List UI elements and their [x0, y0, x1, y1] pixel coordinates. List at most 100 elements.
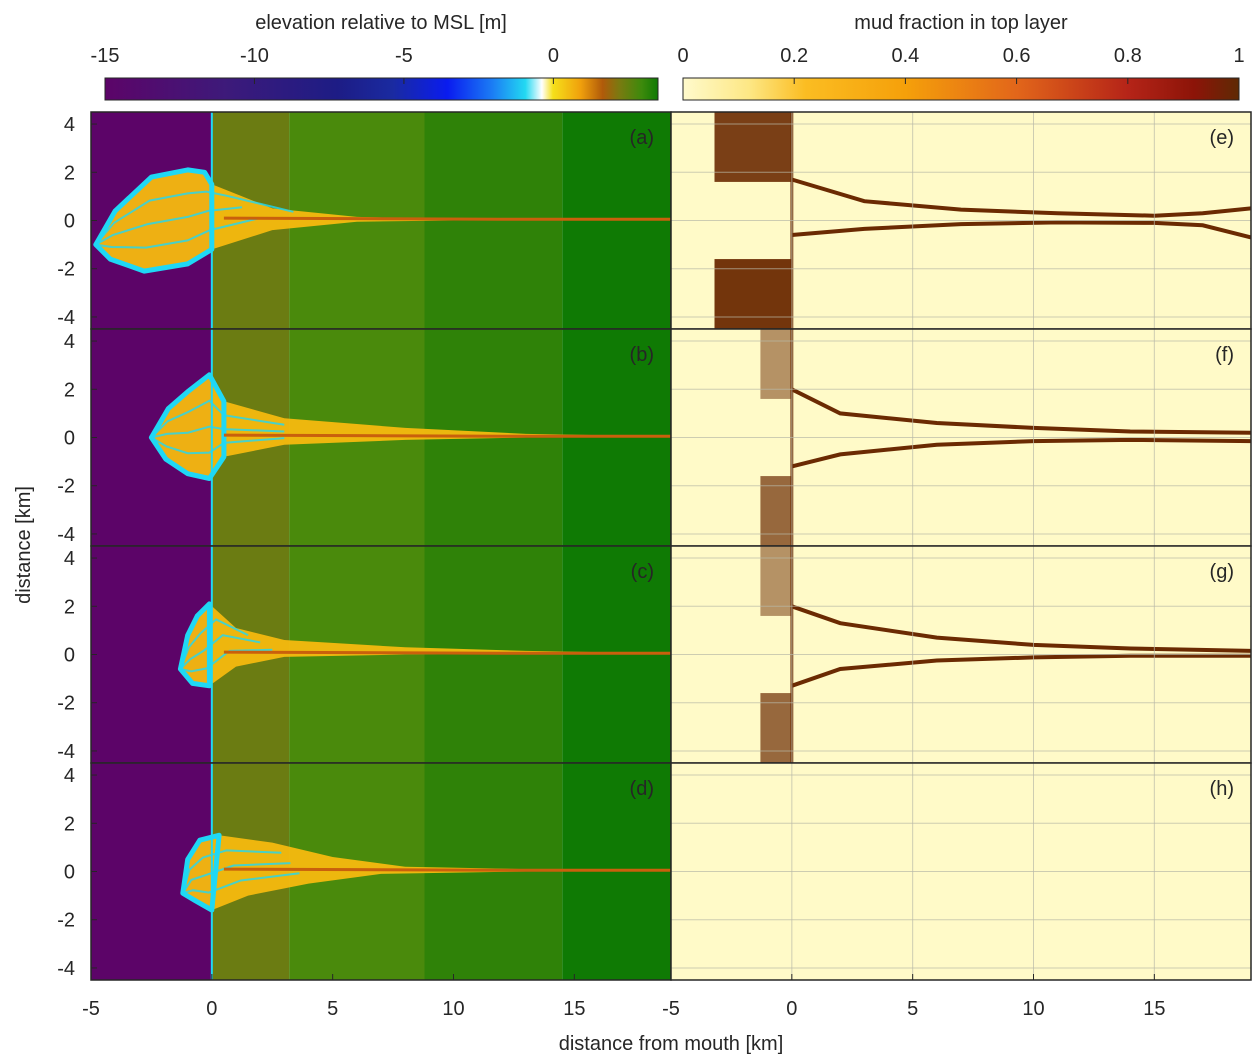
x-tick-label: -5: [662, 998, 680, 1020]
delta-sand-body: [182, 835, 671, 911]
y-tick-label: 0: [64, 862, 75, 884]
delta-sand-body: [151, 374, 671, 479]
mud-levee-upper: [790, 387, 1251, 435]
colorbar-elevation: [104, 77, 659, 101]
distributary-channel: [180, 648, 273, 673]
panel-b: (b): [90, 328, 672, 547]
distributary-channel: [95, 190, 294, 246]
distributary-channel: [150, 436, 285, 455]
panel-label: (a): [630, 127, 654, 149]
colorbar-mud: [682, 77, 1240, 101]
mud-levee-lower: [791, 220, 1251, 240]
colorbar-mud-tick-label: 0.8: [1114, 45, 1142, 67]
colorbar-elevation-tick-label: -10: [240, 45, 269, 67]
panel-c: (c): [90, 545, 672, 764]
panel-label: (h): [1210, 778, 1234, 800]
x-tick-label: -5: [82, 998, 100, 1020]
colorbar-mud-tick-label: 0: [677, 45, 688, 67]
mud-coastal-lower: [760, 476, 792, 546]
delta-sand-body: [95, 169, 671, 272]
x-tick-label: 0: [206, 998, 217, 1020]
main-channel: [223, 867, 671, 872]
y-tick-label: 4: [64, 331, 75, 353]
panel-d: (d): [90, 762, 672, 981]
colorbar-mud-label: mud fraction in top layer: [854, 12, 1068, 34]
y-tick-label: 4: [64, 765, 75, 787]
delta-front-shallow: [180, 832, 222, 913]
y-tick-label: -2: [57, 693, 75, 715]
panel-label: (d): [630, 778, 654, 800]
distributary-channel: [151, 425, 285, 439]
panel-label: (e): [1210, 127, 1234, 149]
main-channel: [223, 216, 671, 221]
mud-coastal-upper: [760, 546, 792, 616]
panel-label: (g): [1210, 561, 1234, 583]
main-channel: [223, 433, 671, 438]
y-tick-label: 2: [64, 596, 75, 618]
panel-g: (g): [670, 545, 1252, 764]
distributary-channel: [181, 849, 282, 894]
x-axis-label: distance from mouth [km]: [559, 1033, 784, 1055]
mud-levee-upper: [791, 604, 1251, 653]
y-tick-label: 2: [64, 162, 75, 184]
y-tick-label: 4: [64, 114, 75, 136]
mud-coastal-lower: [714, 259, 792, 329]
mud-levee-upper: [791, 177, 1251, 218]
mud-levee-lower: [791, 653, 1251, 688]
colorbar-elevation-tick-label: -15: [91, 45, 120, 67]
panel-a: (a): [90, 111, 672, 330]
y-axis-label: distance [km]: [13, 486, 35, 604]
colorbar-mud-tick-label: 0.6: [1003, 45, 1031, 67]
x-tick-label: 10: [1022, 998, 1044, 1020]
y-tick-label: 2: [64, 813, 75, 835]
panel-f: (f): [670, 328, 1252, 547]
y-tick-label: 4: [64, 548, 75, 570]
y-tick-label: -4: [57, 524, 75, 546]
mud-levee-lower: [791, 437, 1251, 469]
panel-e: (e): [670, 111, 1252, 330]
distributary-channel: [182, 872, 300, 895]
y-tick-label: 0: [64, 645, 75, 667]
main-channel: [223, 650, 671, 655]
y-tick-label: -4: [57, 307, 75, 329]
mud-coastal-upper: [714, 112, 792, 182]
y-tick-label: -2: [57, 259, 75, 281]
y-tick-label: 0: [64, 428, 75, 450]
mud-coastal-lower: [760, 693, 792, 763]
colorbar-mud-tick-label: 1: [1233, 45, 1244, 67]
panel-label: (f): [1215, 344, 1234, 366]
colorbar-elevation-ticks: -15 -10 -5 0: [91, 45, 559, 84]
y-tick-label: -2: [57, 476, 75, 498]
x-tick-label: 15: [563, 998, 585, 1020]
delta-sand-body: [180, 603, 671, 686]
y-tick-label: 0: [64, 211, 75, 233]
panel-grid: (a) (b) (c) (d) (e) (f) (g) (h): [90, 111, 1252, 981]
x-tick-label: 5: [327, 998, 338, 1020]
colorbar-elevation-label: elevation relative to MSL [m]: [255, 12, 507, 34]
delta-front-shallow: [177, 601, 212, 689]
distributary-channel: [179, 618, 249, 670]
panel-h: (h): [670, 762, 1252, 981]
colorbar-mud-tick-label: 0.4: [891, 45, 919, 67]
y-tick-label: -4: [57, 958, 75, 980]
distributary-channel: [95, 217, 258, 249]
colorbar-elevation-tick-label: 0: [548, 45, 559, 67]
panel-border: [670, 762, 1252, 981]
y-tick-label: 2: [64, 379, 75, 401]
distributary-channel: [181, 862, 291, 894]
x-tick-label: 5: [907, 998, 918, 1020]
distributary-channel: [95, 206, 243, 246]
colorbar-mud-ticks: 0 0.2 0.4 0.6 0.8 1: [677, 45, 1245, 84]
panel-label: (b): [630, 344, 654, 366]
x-tick-label: 10: [442, 998, 464, 1020]
panel-label: (c): [631, 561, 654, 583]
distributary-channel: [179, 634, 261, 670]
x-axis-ticks: -5 0 5 10 15 -5 0 5 10 15: [82, 974, 1165, 1020]
mud-coastal-upper: [760, 329, 792, 399]
colorbar-mud-tick-label: 0.2: [780, 45, 808, 67]
colorbar-elevation-tick-label: -5: [395, 45, 413, 67]
x-tick-label: 15: [1143, 998, 1165, 1020]
y-tick-label: -4: [57, 741, 75, 763]
